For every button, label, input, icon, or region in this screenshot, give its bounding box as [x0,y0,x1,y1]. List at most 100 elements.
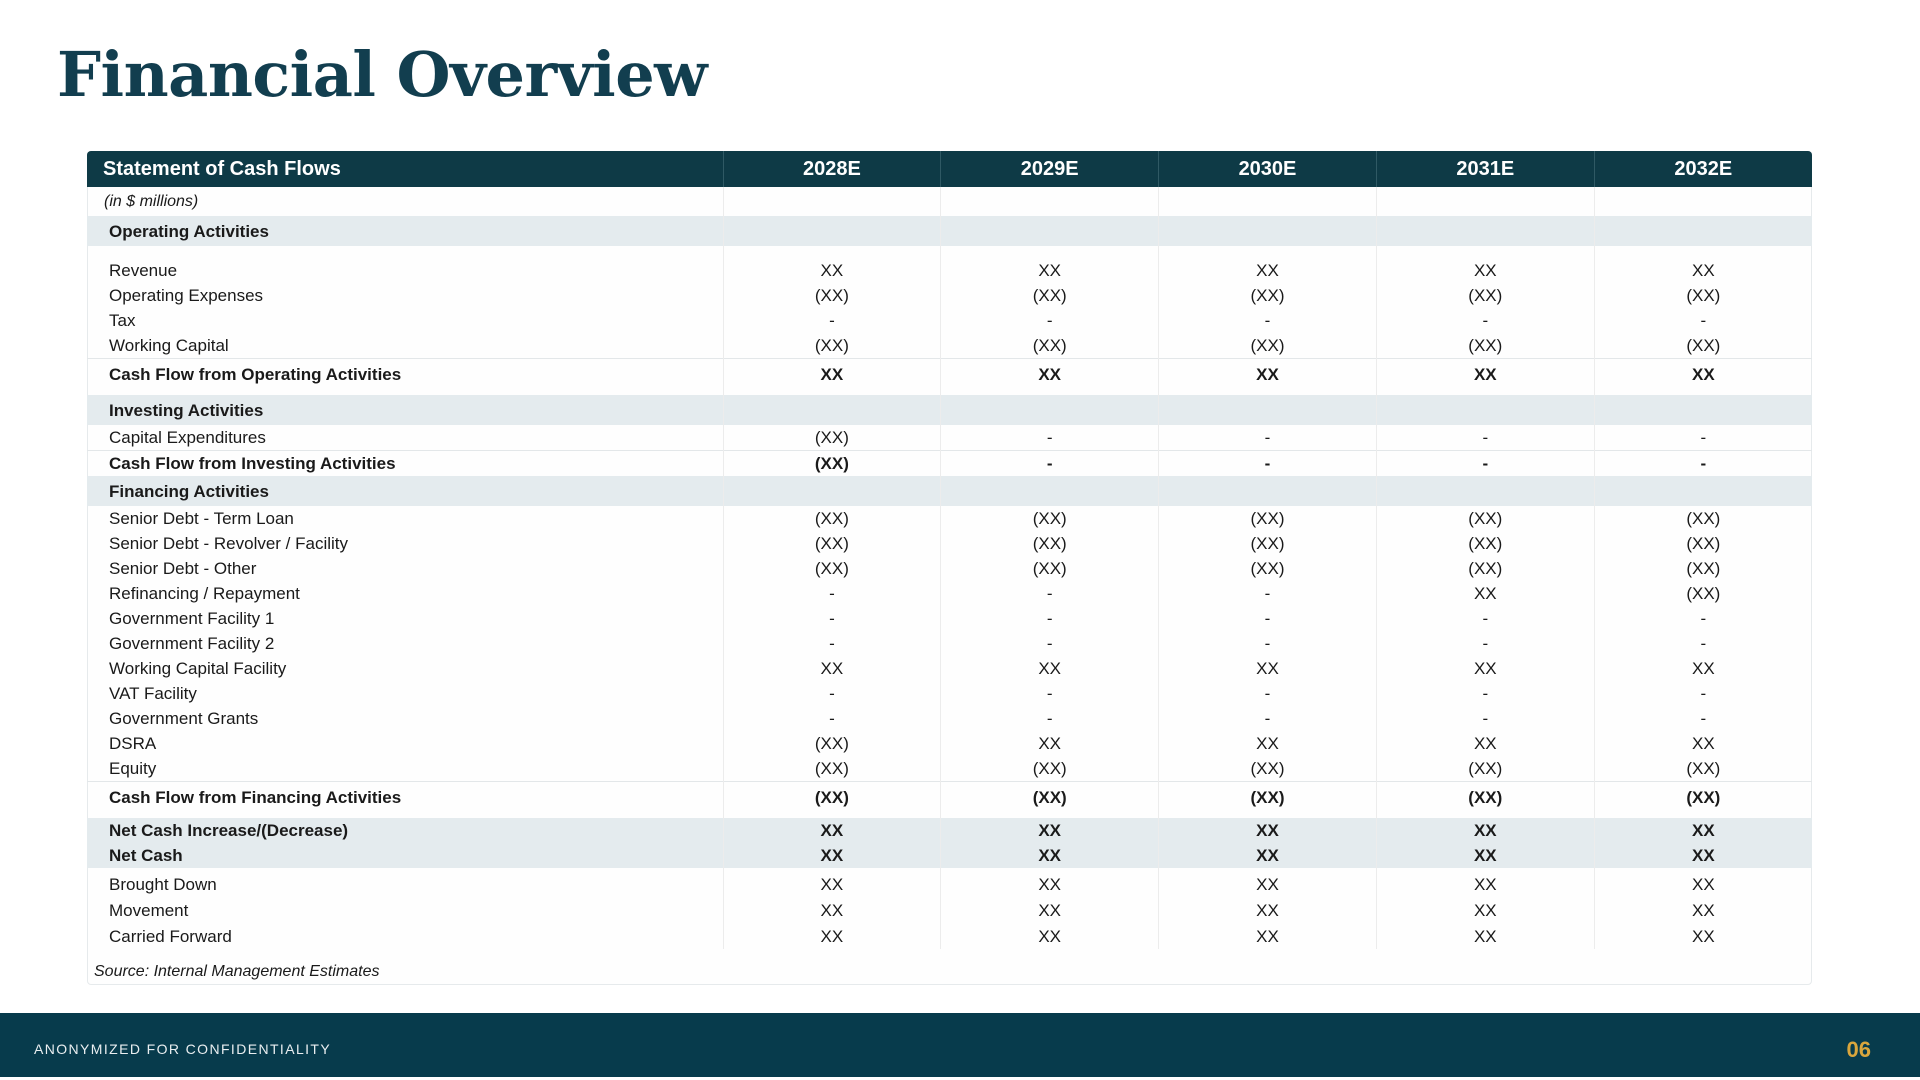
value-cell: (XX) [1375,531,1595,556]
table-row: Senior Debt - Term Loan (XX) (XX) (XX) (XX)(… [87,506,1812,531]
value-cell: XX [940,897,1159,923]
value-cell [1158,216,1377,246]
table-row: Senior Debt - Other (XX) (XX) (XX) (XX) (XX) [87,556,1812,581]
row-label: VAT Facility [109,684,197,703]
value-cell: XX [722,923,941,949]
row-label: Cash Flow from Financing Activities [87,781,723,812]
spacer-row [87,812,1812,818]
value-cell: XX [722,871,941,897]
row-label: Working Capital [109,336,229,355]
value-cell: (XX) [940,781,1159,812]
value-cell: (XX) [1375,556,1595,581]
table-row: Operating Expenses (XX) (XX) (XX) (XX) (XX) [87,283,1812,308]
value-cell: (XX) [940,333,1159,359]
value-cell: XX [1375,897,1595,923]
value-cell [722,246,941,258]
value-cell [940,868,1159,871]
value-cell: (XX) [1593,333,1812,359]
value-cell: (XX) [1593,531,1812,556]
value-cell: XX [1593,258,1812,283]
row-label: Equity [109,759,157,778]
value-cell: (XX) [1375,756,1595,782]
value-cell: (XX) [940,506,1159,531]
row-label: (in $ millions) [104,192,199,210]
value-cell: - [722,581,941,606]
value-cell: - [1158,631,1377,656]
value-cell [1375,868,1595,871]
value-cell [940,476,1159,506]
value-cell: (XX) [1593,581,1812,606]
row-label: Net Cash [87,843,723,868]
table-row: Brought Down XX XX XX XX XX [87,871,1812,897]
value-cell: XX [1375,581,1595,606]
value-cell: XX [940,871,1159,897]
value-cell: XX [722,258,941,283]
subtotal-row: Cash Flow from Financing Activities (XX)(… [87,781,1812,812]
value-cell: XX [1158,731,1377,756]
value-cell: - [1375,606,1595,631]
value-cell: XX [1158,843,1377,868]
table-row: Carried Forward XX XX XX XX XX [87,923,1812,949]
table-row: Working Capital Facility XX XX XX XX XX [87,656,1812,681]
value-cell: (XX) [1593,506,1812,531]
value-cell [1158,476,1377,506]
value-cell [1158,868,1377,871]
value-cell [1375,395,1595,425]
value-cell [1158,246,1377,258]
value-cell: (XX) [722,781,941,812]
value-cell: - [1375,681,1595,706]
value-cell: XX [940,731,1159,756]
value-cell: XX [1375,871,1595,897]
value-cell: XX [1593,818,1812,843]
row-label: Senior Debt - Term Loan [109,509,294,528]
value-cell: XX [940,358,1159,389]
row-label: Government Facility 1 [109,609,275,628]
units-row: (in $ millions) [87,187,1812,216]
value-cell [1158,187,1377,216]
value-cell: (XX) [722,731,941,756]
row-label: Refinancing / Repayment [109,584,300,603]
value-cell: XX [1375,358,1595,389]
value-cell: (XX) [1593,781,1812,812]
value-cell: XX [1593,923,1812,949]
value-cell: (XX) [722,756,941,782]
row-label: Government Grants [109,709,259,728]
value-cell [940,395,1159,425]
value-cell: - [1593,425,1812,451]
cash-flow-table: Statement of Cash Flows 2028E 2029E 2030… [87,151,1812,949]
value-cell: XX [722,897,941,923]
value-cell [1158,812,1377,818]
value-cell: XX [1158,871,1377,897]
value-cell [722,868,941,871]
value-cell [1593,389,1812,395]
value-cell [1593,246,1812,258]
value-cell: (XX) [1158,283,1377,308]
value-cell: - [1375,425,1595,451]
year-header: 2032E [1593,151,1812,187]
value-cell: (XX) [940,531,1159,556]
value-cell: - [1593,706,1812,731]
value-cell: (XX) [1158,333,1377,359]
value-cell: (XX) [722,283,941,308]
value-cell: - [1375,308,1595,333]
value-cell: (XX) [940,283,1159,308]
value-cell [722,395,941,425]
value-cell: - [722,606,941,631]
value-cell: XX [1375,731,1595,756]
table-row: Government Grants - - - - - [87,706,1812,731]
value-cell: (XX) [1158,756,1377,782]
value-cell: (XX) [1593,756,1812,782]
value-cell: - [1158,606,1377,631]
value-cell: (XX) [1375,506,1595,531]
value-cell: - [940,425,1159,451]
value-cell: - [1593,631,1812,656]
spacer-row [87,389,1812,395]
value-cell: - [1158,581,1377,606]
subtotal-row: Cash Flow from Investing Activities (XX) -… [87,450,1812,476]
spacer-row [87,868,1812,871]
value-cell: XX [1375,923,1595,949]
value-cell [1375,246,1595,258]
row-label: Tax [109,311,136,330]
value-cell [1593,395,1812,425]
value-cell: - [940,706,1159,731]
